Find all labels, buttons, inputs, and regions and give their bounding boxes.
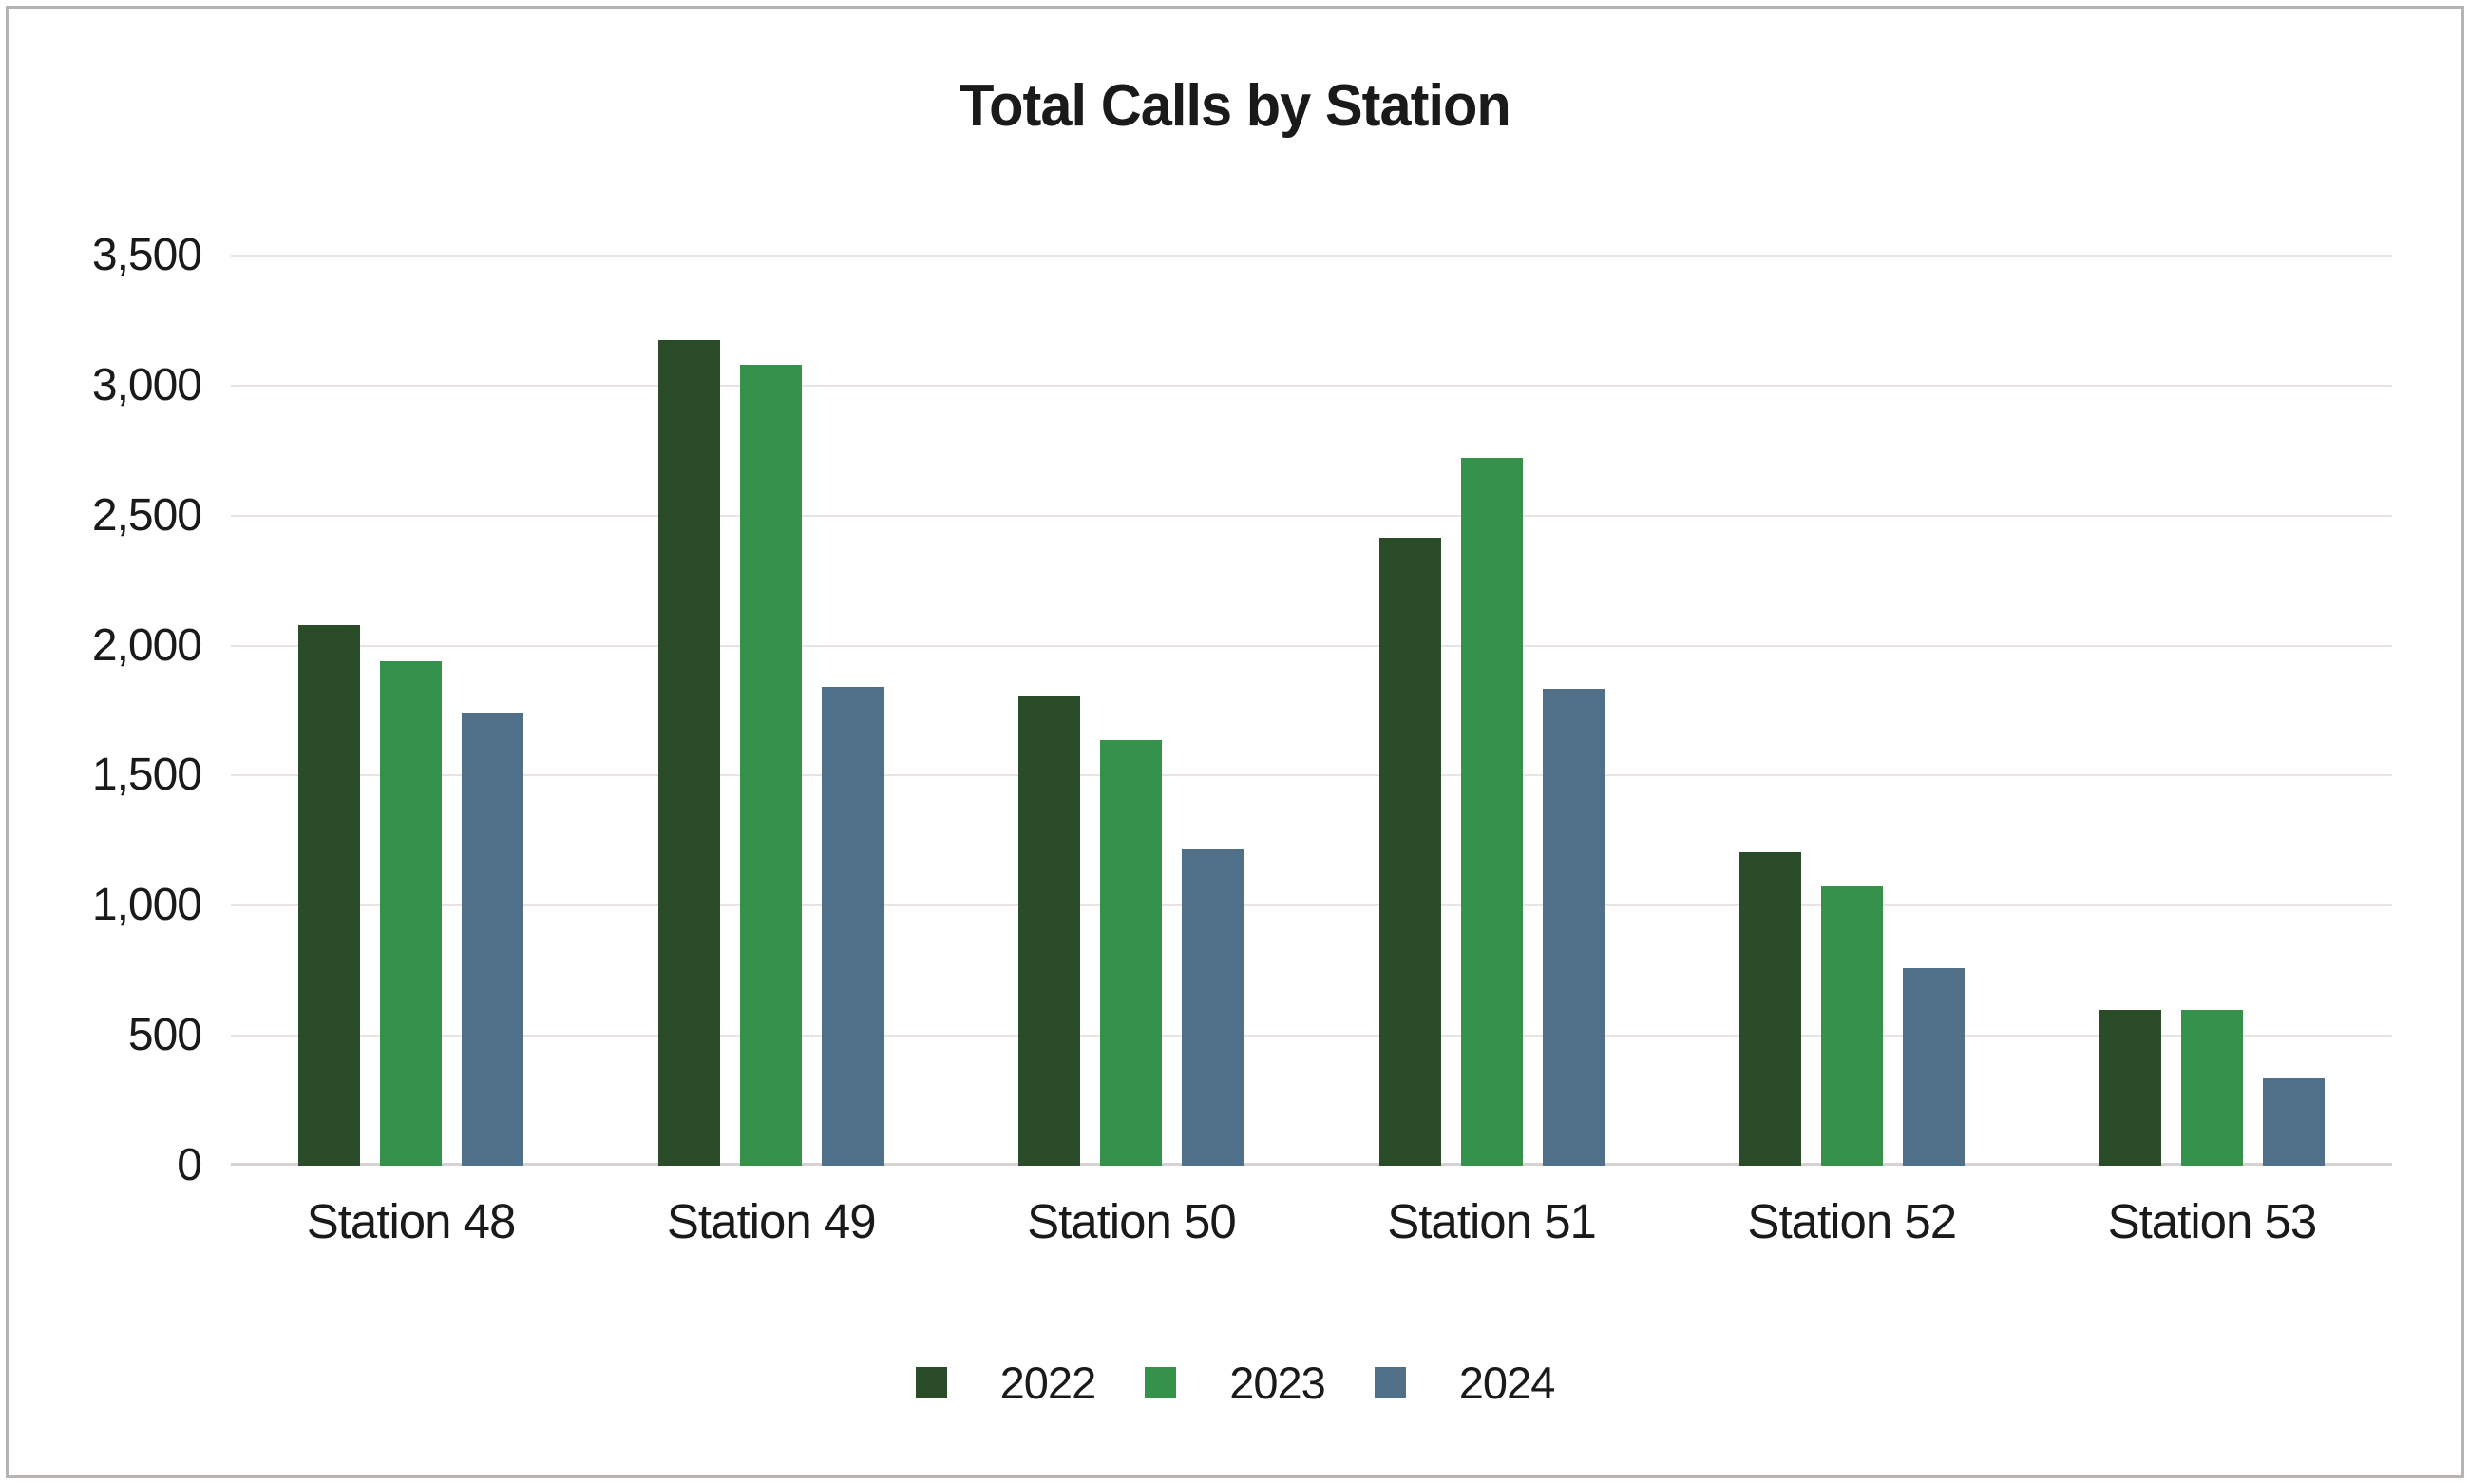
bar-group — [591, 256, 951, 1166]
bar-group — [951, 256, 1311, 1166]
legend-swatch-2024 — [1374, 1367, 1406, 1398]
gridline — [231, 645, 2392, 647]
legend-label: 2023 — [1229, 1358, 1326, 1408]
bar-2022-station-51 — [1378, 538, 1441, 1166]
bar-group — [1672, 256, 2032, 1166]
gridline — [231, 385, 2392, 387]
y-tick-label: 3,500 — [91, 230, 202, 280]
bar-2022-station-53 — [2099, 1010, 2161, 1166]
legend-swatch-2022 — [915, 1367, 947, 1398]
legend-entry-2024: 2024 — [1374, 1357, 1556, 1409]
bar-2023-station-51 — [1460, 458, 1523, 1166]
legend-swatch-2023 — [1145, 1367, 1177, 1398]
x-axis-label: Station 51 — [1387, 1194, 1597, 1248]
bar-group — [2032, 256, 2392, 1166]
legend-label: 2022 — [999, 1358, 1097, 1408]
bar-2022-station-52 — [1738, 852, 1801, 1166]
chart-title: Total Calls by Station — [960, 73, 1511, 139]
bar-2024-station-53 — [2262, 1078, 2325, 1166]
y-tick-label: 2,500 — [91, 490, 202, 541]
bar-group — [231, 256, 591, 1166]
legend-entry-2022: 2022 — [915, 1357, 1097, 1409]
bar-2023-station-49 — [740, 365, 803, 1166]
bar-2023-station-53 — [2180, 1010, 2243, 1166]
x-axis-label: Station 52 — [1747, 1194, 1957, 1248]
x-axis-label: Station 49 — [666, 1194, 877, 1248]
bar-2024-station-49 — [822, 687, 884, 1166]
x-axis-baseline — [231, 1163, 2392, 1166]
y-tick-label: 1,000 — [91, 880, 202, 930]
bar-2024-station-48 — [462, 713, 524, 1166]
bar-2023-station-52 — [1820, 886, 1883, 1166]
gridline — [231, 1035, 2392, 1037]
y-tick-label: 0 — [177, 1140, 202, 1190]
gridline — [231, 904, 2392, 906]
y-tick-label: 3,000 — [91, 360, 202, 410]
bar-2023-station-48 — [380, 661, 443, 1166]
x-axis-label: Station 48 — [306, 1194, 517, 1248]
gridline — [231, 774, 2392, 776]
bar-2022-station-48 — [298, 625, 361, 1166]
bar-2022-station-50 — [1018, 696, 1081, 1166]
y-axis: 3,500 3,000 2,500 2,000 1,500 1,000 500 0 — [0, 233, 202, 1189]
gridline — [231, 255, 2392, 257]
bar-2022-station-49 — [658, 340, 721, 1166]
legend-entry-2023: 2023 — [1145, 1357, 1326, 1409]
x-axis: Station 48 Station 49 Station 50 Station 51… — [231, 1193, 2392, 1249]
plot-area — [231, 255, 2392, 1166]
bar-2024-station-51 — [1542, 689, 1605, 1166]
bar-group — [1312, 256, 1672, 1166]
bar-2024-station-50 — [1182, 849, 1244, 1166]
y-tick-label: 2,000 — [91, 620, 202, 671]
legend-label: 2024 — [1458, 1358, 1556, 1408]
x-axis-label: Station 50 — [1027, 1194, 1237, 1248]
y-tick-label: 500 — [127, 1010, 202, 1060]
bar-groups — [231, 256, 2392, 1166]
gridline — [231, 515, 2392, 517]
bar-2024-station-52 — [1902, 968, 1965, 1166]
y-tick-label: 1,500 — [91, 750, 202, 800]
bar-2023-station-50 — [1100, 740, 1163, 1166]
legend: 2022 2023 2024 — [0, 1357, 2470, 1409]
x-axis-label: Station 53 — [2107, 1194, 2318, 1248]
